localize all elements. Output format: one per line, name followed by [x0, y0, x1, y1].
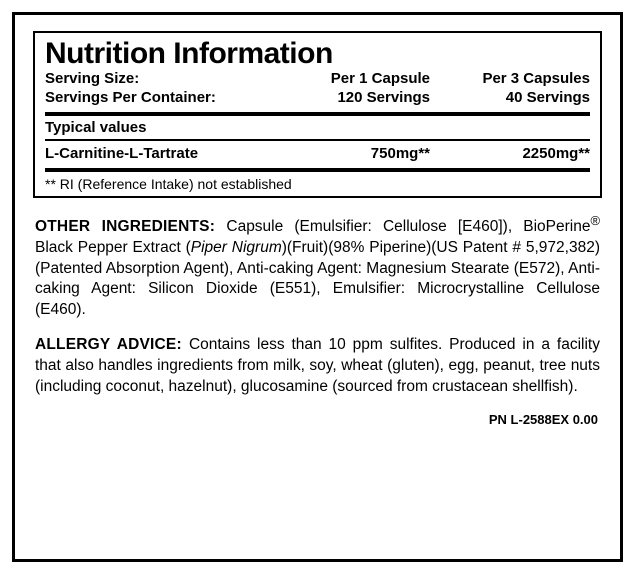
label-panel: Nutrition Information Serving Size: Per …	[12, 12, 623, 562]
serving-size-label: Serving Size:	[45, 70, 285, 89]
registered-mark: ®	[590, 213, 600, 228]
ri-footnote: ** RI (Reference Intake) not established	[45, 174, 590, 194]
nutrition-title: Nutrition Information	[45, 37, 590, 70]
nutrient-row: L-Carnitine-L-Tartrate 750mg** 2250mg**	[45, 143, 590, 164]
serving-size-per1: Per 1 Capsule	[285, 70, 450, 89]
piper-nigrum-italic: Piper Nigrum	[191, 239, 282, 256]
divider-thin	[45, 139, 590, 141]
other-ingredients-label: OTHER INGREDIENTS:	[35, 218, 226, 235]
nutrient-per1: 750mg**	[265, 145, 450, 162]
nutrient-per3: 2250mg**	[450, 145, 590, 162]
servings-per-container-label: Servings Per Container:	[45, 89, 285, 108]
nutrient-name: L-Carnitine-L-Tartrate	[45, 145, 265, 162]
other-ingredients-text1: Capsule (Emulsifier: Cellulose [E460]), …	[226, 218, 590, 235]
typical-values-label: Typical values	[45, 118, 590, 137]
servings-per1: 120 Servings	[285, 89, 450, 108]
serving-size-per3: Per 3 Capsules	[450, 70, 590, 89]
divider-thick	[45, 112, 590, 116]
other-ingredients-text2: Black Pepper Extract (	[35, 239, 191, 256]
nutrition-facts-box: Nutrition Information Serving Size: Per …	[33, 31, 602, 198]
allergy-advice-label: ALLERGY ADVICE:	[35, 336, 189, 353]
allergy-advice-paragraph: ALLERGY ADVICE: Contains less than 10 pp…	[33, 335, 602, 398]
servings-per-container-row: Servings Per Container: 120 Servings 40 …	[45, 89, 590, 108]
serving-size-row: Serving Size: Per 1 Capsule Per 3 Capsul…	[45, 70, 590, 89]
servings-per3: 40 Servings	[450, 89, 590, 108]
part-number: PN L-2588EX 0.00	[33, 412, 602, 431]
divider-thick-2	[45, 168, 590, 172]
other-ingredients-paragraph: OTHER INGREDIENTS: Capsule (Emulsifier: …	[33, 212, 602, 322]
